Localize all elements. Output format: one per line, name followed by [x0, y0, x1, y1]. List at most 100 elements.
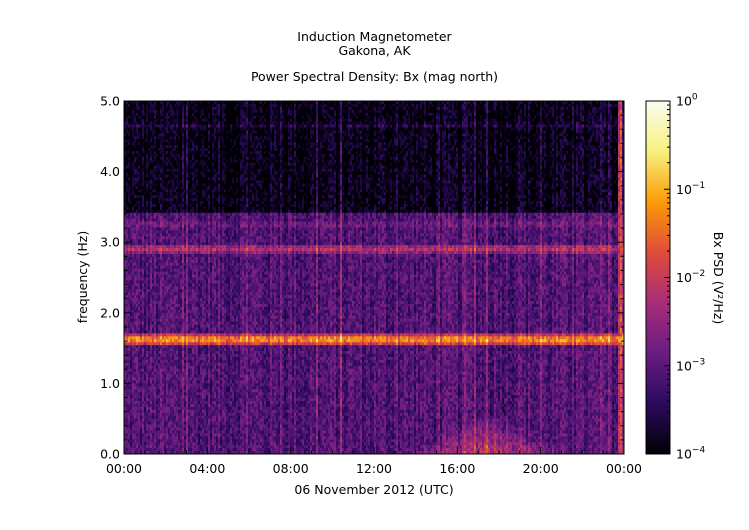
- spectrogram-cell: [148, 260, 150, 263]
- spectrogram-cell: [150, 298, 152, 301]
- spectrogram-cell: [178, 389, 180, 392]
- spectrogram-cell: [160, 398, 162, 401]
- spectrogram-cell: [202, 169, 204, 172]
- spectrogram-cell: [150, 186, 152, 189]
- spectrogram-cell: [186, 283, 188, 286]
- spectrogram-cell: [158, 160, 160, 163]
- spectrogram-cell: [176, 336, 178, 339]
- spectrogram-cell: [160, 104, 162, 107]
- spectrogram-cell: [176, 227, 178, 230]
- spectrogram-cell: [140, 189, 142, 192]
- spectrogram-cell: [200, 378, 202, 381]
- spectrogram-cell: [172, 428, 174, 431]
- spectrogram-cell: [132, 372, 134, 375]
- spectrogram-cell: [188, 401, 190, 404]
- spectrogram-cell: [162, 180, 164, 183]
- spectrogram-cell: [176, 260, 178, 263]
- spectrogram-cell: [162, 372, 164, 375]
- spectrogram-cell: [138, 351, 140, 354]
- spectrogram-cell: [136, 251, 138, 254]
- spectrogram-cell: [170, 410, 172, 413]
- spectrogram-cell: [152, 392, 154, 395]
- spectrogram-cell: [142, 392, 144, 395]
- spectrogram-cell: [192, 163, 194, 166]
- spectrogram-cell: [164, 189, 166, 192]
- spectrogram-cell: [136, 160, 138, 163]
- spectrogram-cell: [146, 110, 148, 113]
- spectrogram-cell: [180, 351, 182, 354]
- spectrogram-cell: [136, 413, 138, 416]
- spectrogram-cell: [158, 392, 160, 395]
- spectrogram-cell: [176, 428, 178, 431]
- spectrogram-cell: [132, 183, 134, 186]
- spectrogram-cell: [144, 239, 146, 242]
- spectrogram-cell: [174, 160, 176, 163]
- spectrogram-cell: [172, 222, 174, 225]
- spectrogram-cell: [192, 322, 194, 325]
- spectrogram-cell: [172, 251, 174, 254]
- spectrogram-cell: [176, 369, 178, 372]
- spectrogram-cell: [194, 245, 196, 248]
- spectrogram-cell: [202, 345, 204, 348]
- spectrogram-cell: [130, 127, 132, 130]
- spectrogram-cell: [128, 348, 130, 351]
- spectrogram-cell: [142, 345, 144, 348]
- spectrogram-cell: [202, 304, 204, 307]
- spectrogram-cell: [154, 227, 156, 230]
- spectrogram-cell: [188, 251, 190, 254]
- spectrogram-cell: [152, 425, 154, 428]
- spectrogram-cell: [178, 386, 180, 389]
- spectrogram-cell: [170, 322, 172, 325]
- spectrogram-cell: [148, 342, 150, 345]
- spectrogram-cell: [136, 201, 138, 204]
- spectrogram-cell: [144, 360, 146, 363]
- spectrogram-cell: [156, 407, 158, 410]
- spectrogram-cell: [196, 130, 198, 133]
- spectrogram-cell: [200, 328, 202, 331]
- spectrogram-cell: [162, 286, 164, 289]
- spectrogram-cell: [170, 233, 172, 236]
- spectrogram-cell: [192, 316, 194, 319]
- spectrogram-cell: [150, 233, 152, 236]
- spectrogram-cell: [132, 260, 134, 263]
- spectrogram-cell: [128, 419, 130, 422]
- spectrogram-cell: [204, 419, 206, 422]
- spectrogram-cell: [158, 154, 160, 157]
- spectrogram-cell: [204, 254, 206, 257]
- spectrogram-cell: [188, 272, 190, 275]
- spectrogram-cell: [186, 201, 188, 204]
- spectrogram-cell: [130, 428, 132, 431]
- spectrogram-cell: [134, 404, 136, 407]
- spectrogram-cell: [138, 107, 140, 110]
- spectrogram-cell: [156, 286, 158, 289]
- spectrogram-cell: [156, 307, 158, 310]
- spectrogram-cell: [136, 286, 138, 289]
- spectrogram-cell: [152, 413, 154, 416]
- spectrogram-cell: [160, 177, 162, 180]
- spectrogram-cell: [152, 113, 154, 116]
- spectrogram-cell: [154, 169, 156, 172]
- spectrogram-cell: [180, 145, 182, 148]
- spectrogram-cell: [156, 422, 158, 425]
- spectrogram-cell: [196, 269, 198, 272]
- spectrogram-cell: [190, 254, 192, 257]
- spectrogram-cell: [162, 304, 164, 307]
- spectrogram-cell: [180, 380, 182, 383]
- spectrogram-cell: [188, 207, 190, 210]
- spectrogram-cell: [152, 254, 154, 257]
- spectrogram-cell: [192, 210, 194, 213]
- spectrogram-cell: [190, 166, 192, 169]
- spectrogram-cell: [182, 230, 184, 233]
- spectrogram-cell: [176, 169, 178, 172]
- spectrogram-cell: [130, 436, 132, 439]
- spectrogram-cell: [132, 351, 134, 354]
- spectrogram-cell: [158, 198, 160, 201]
- spectrogram-cell: [172, 183, 174, 186]
- spectrogram-cell: [198, 275, 200, 278]
- spectrogram-cell: [170, 210, 172, 213]
- spectrogram-cell: [162, 395, 164, 398]
- spectrogram-cell: [170, 198, 172, 201]
- spectrogram-cell: [140, 316, 142, 319]
- spectrogram-cell: [130, 363, 132, 366]
- spectrogram-cell: [200, 180, 202, 183]
